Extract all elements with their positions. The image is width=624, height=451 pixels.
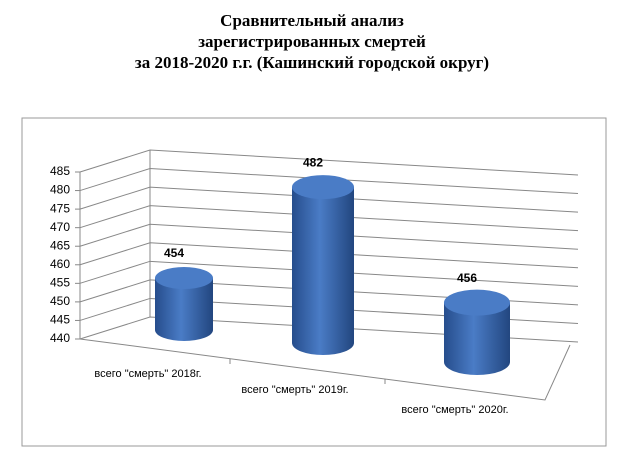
y-tick-label: 455 — [50, 276, 70, 290]
grid-line — [79, 186, 579, 213]
grid-line — [79, 223, 579, 250]
grid-line — [79, 279, 579, 306]
bar — [155, 267, 213, 341]
y-tick-label: 480 — [50, 183, 70, 197]
bar-body — [444, 302, 510, 375]
y-tick-label: 450 — [50, 294, 70, 308]
grid-line — [79, 168, 579, 195]
bar — [292, 175, 354, 355]
floor-edge — [79, 338, 571, 401]
x-tick-label: всего "смерть" 2020г. — [401, 404, 508, 416]
bar-top — [292, 175, 354, 200]
plot-frame — [21, 117, 607, 447]
grid-line — [79, 316, 579, 343]
data-label: 454 — [164, 246, 184, 260]
grid-line — [79, 149, 579, 176]
y-tick-label: 445 — [50, 313, 70, 327]
y-tick-label: 470 — [50, 220, 70, 234]
y-tick-label: 440 — [50, 331, 70, 345]
grid-line — [79, 205, 579, 232]
grid-line — [79, 260, 579, 287]
bar-top — [444, 289, 510, 316]
data-label: 456 — [457, 271, 477, 285]
x-tick-label: всего "смерть" 2018г. — [94, 368, 201, 380]
y-tick-label: 460 — [50, 257, 70, 271]
y-tick-label: 485 — [50, 164, 70, 178]
data-label: 482 — [303, 155, 323, 169]
bar-body — [155, 278, 213, 341]
bar — [444, 289, 510, 375]
x-tick-label: всего "смерть" 2019г. — [241, 384, 348, 396]
grid-line — [79, 297, 579, 324]
bar-body — [292, 187, 354, 355]
y-tick-label: 465 — [50, 238, 70, 252]
chart-title: за 2018-2020 г.г. (Кашинский городской о… — [135, 53, 489, 72]
bar-top — [155, 267, 213, 290]
chart-title: Сравнительный анализ — [220, 11, 404, 30]
y-tick-label: 475 — [50, 201, 70, 215]
grid-line — [79, 242, 579, 269]
chart-title: зарегистрированных смертей — [198, 32, 426, 51]
